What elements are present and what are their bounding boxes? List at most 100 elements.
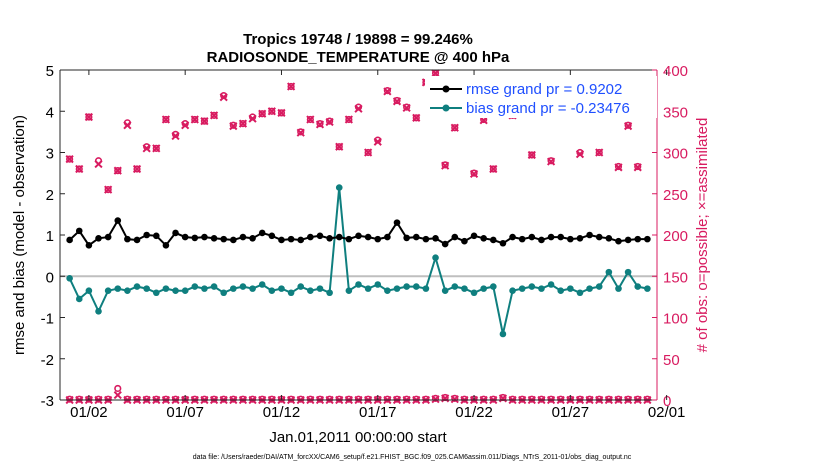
rmse-point <box>557 233 565 241</box>
nobs-rejected-possible-marker <box>152 395 160 403</box>
rmse-point <box>75 227 83 235</box>
nobs-assimilated-marker <box>344 115 353 124</box>
bias-point <box>201 285 208 292</box>
rmse-point <box>576 235 584 242</box>
x-tick-label: 01/22 <box>455 404 493 421</box>
y-left-tick-label: -3 <box>41 393 54 410</box>
rmse-point <box>124 235 131 243</box>
bias-point <box>470 289 478 297</box>
rmse-point <box>615 237 622 245</box>
nobs-rejected-possible-marker <box>537 395 546 403</box>
y-right-tick-label: 150 <box>663 269 688 286</box>
nobs-assimilated-marker <box>123 121 132 130</box>
bias-point <box>191 283 199 290</box>
rmse-point <box>307 233 314 241</box>
y-left-tick-label: 5 <box>46 63 54 80</box>
nobs-assimilated-marker <box>286 82 296 91</box>
nobs-rejected-assimilated-marker <box>441 394 450 403</box>
rmse-point <box>220 235 227 243</box>
nobs-assimilated-marker <box>412 113 421 122</box>
bias-point <box>258 281 266 288</box>
bias-point <box>586 285 593 292</box>
nobs-rejected-possible-marker <box>614 395 623 403</box>
nobs-assimilated-marker <box>315 120 325 129</box>
rmse-point <box>412 233 420 241</box>
rmse-point <box>66 236 73 244</box>
bias-point <box>567 285 574 292</box>
y-right-tick-label: 50 <box>663 352 680 369</box>
rmse-point <box>287 235 295 243</box>
axes: -3-2-101234505010015020025030035040001/0… <box>41 63 688 421</box>
nobs-possible-marker <box>229 121 237 129</box>
nobs-assimilated-marker <box>383 87 392 96</box>
bias-point <box>480 285 487 292</box>
nobs-possible-marker <box>66 155 74 163</box>
rmse-point <box>104 233 112 241</box>
y-axis-left-label: rmse and bias (model - observation) <box>11 115 28 355</box>
rmse-point <box>278 236 285 244</box>
bias-point <box>326 289 333 297</box>
nobs-rejected-possible-marker <box>326 395 334 403</box>
nobs-rejected-possible-marker <box>354 395 363 403</box>
y-left-tick-label: 2 <box>46 187 54 204</box>
bias-point <box>518 285 526 292</box>
nobs-possible-marker <box>316 120 324 128</box>
nobs-rejected-possible-marker <box>248 395 257 403</box>
rmse-point <box>114 217 122 224</box>
bias-point <box>557 287 565 294</box>
bias-point <box>114 285 122 292</box>
nobs-rejected-possible-marker <box>171 395 180 403</box>
bias-point <box>181 287 189 294</box>
nobs-possible-marker <box>258 110 266 118</box>
bias-point <box>249 285 256 292</box>
nobs-rejected-possible-marker <box>489 395 497 403</box>
nobs-possible-marker <box>489 165 497 173</box>
nobs-rejected-possible-marker <box>634 395 642 403</box>
rmse-point <box>538 236 545 244</box>
nobs-assimilated-marker <box>441 161 450 170</box>
rmse-point <box>605 235 613 242</box>
nobs-rejected-possible-marker <box>123 395 132 403</box>
y-axis-right-label: # of obs: o=possible; ×=assimilated <box>694 118 711 353</box>
rmse-point <box>355 232 362 240</box>
nobs-assimilated-marker <box>575 150 585 159</box>
x-tick-label: 01/07 <box>166 404 204 421</box>
rmse-point <box>441 240 449 248</box>
nobs-rejected-possible-marker <box>191 395 199 403</box>
nobs-possible-marker <box>345 115 353 124</box>
rmse-point <box>326 235 333 242</box>
nobs-assimilated-marker <box>258 109 267 118</box>
nobs-possible-marker <box>393 96 401 105</box>
rmse-point <box>374 235 382 243</box>
bias-point <box>490 283 497 290</box>
bias-point <box>461 285 468 292</box>
bias-point <box>239 283 247 290</box>
rmse-point <box>470 232 478 240</box>
nobs-assimilated-marker <box>142 144 151 153</box>
rmse-point <box>345 235 353 243</box>
nobs-rejected-possible-marker <box>422 395 430 403</box>
rmse-point <box>480 235 487 242</box>
nobs-rejected-possible-marker <box>229 395 237 403</box>
nobs-rejected-possible-marker <box>268 395 276 403</box>
nobs-rejected-possible-marker <box>460 395 469 403</box>
rmse-point <box>432 235 439 242</box>
nobs-possible-marker <box>191 115 199 124</box>
bias-point <box>644 285 651 292</box>
bias-point <box>576 289 584 297</box>
nobs-rejected-possible-marker <box>547 395 555 403</box>
nobs-rejected-possible-marker <box>393 395 401 403</box>
rmse-point <box>230 236 237 244</box>
nobs-assimilated-marker <box>181 121 190 130</box>
rmse-point <box>595 233 603 241</box>
nobs-possible-marker <box>85 113 93 121</box>
nobs-assimilated-marker <box>277 108 286 118</box>
nobs-rejected-possible-marker <box>162 395 170 403</box>
nobs-possible-marker <box>114 167 122 175</box>
nobs-assimilated-marker <box>219 93 228 102</box>
nobs-rejected-possible-marker <box>585 395 594 403</box>
bias-point <box>355 281 362 288</box>
x-tick-label: 01/02 <box>70 404 108 421</box>
y-right-tick-label: 350 <box>663 104 688 121</box>
bias-point <box>412 283 420 290</box>
